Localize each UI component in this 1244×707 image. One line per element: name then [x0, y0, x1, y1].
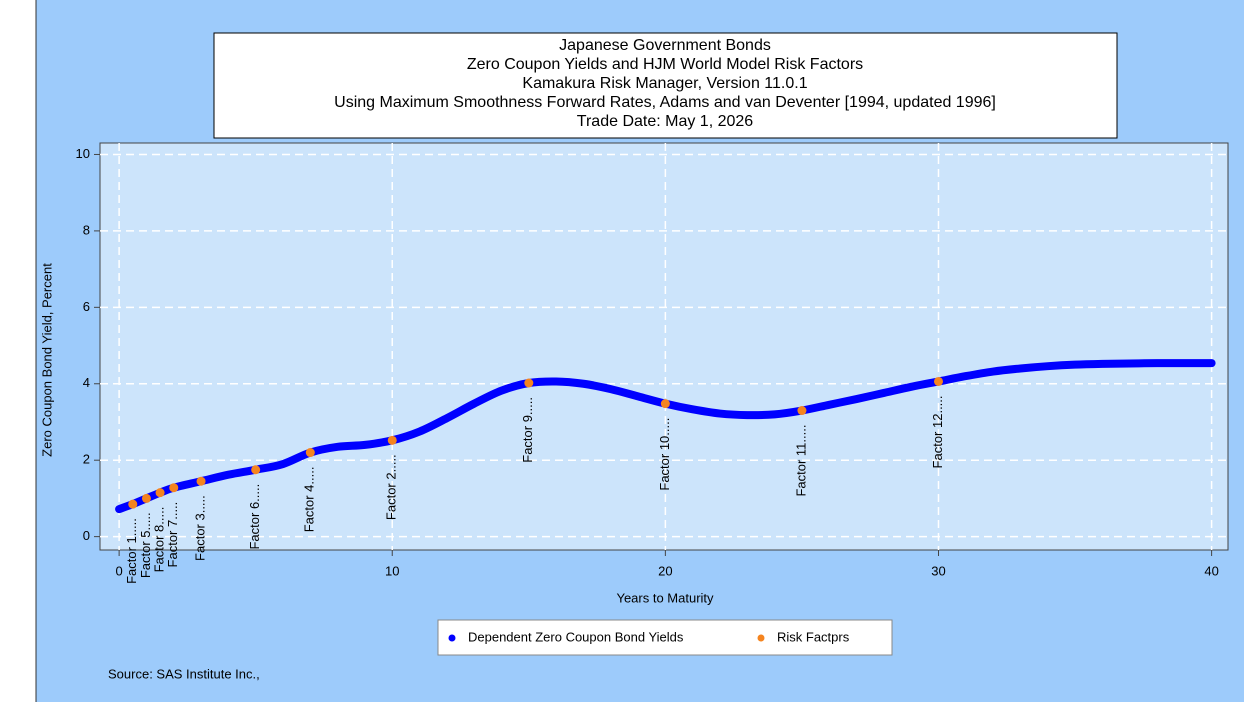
risk-factor-point — [797, 406, 807, 416]
risk-factor-point — [128, 499, 138, 509]
y-tick-label: 6 — [83, 299, 90, 314]
x-tick-label: 10 — [385, 563, 399, 578]
risk-factor-point — [155, 488, 165, 498]
chart-title: Using Maximum Smoothness Forward Rates, … — [334, 94, 996, 111]
chart-title: Trade Date: May 1, 2026 — [577, 113, 753, 130]
plot-layer: 0 10 20 30 40 0 2 4 6 8 10 Factor 1.....Factor 5...… — [76, 143, 1228, 584]
factor-label: Factor 7..... — [165, 502, 180, 568]
factor-label: Factor 5..... — [138, 512, 153, 578]
y-tick-label: 10 — [76, 146, 90, 161]
y-tick-label: 4 — [83, 375, 90, 390]
x-tick-label: 20 — [658, 563, 672, 578]
plot-area — [99, 142, 1229, 551]
risk-factor-point — [141, 493, 151, 503]
risk-factor-point — [524, 378, 534, 388]
y-axis-title: Zero Coupon Bond Yield, Percent — [39, 263, 54, 457]
chart-title: Kamakura Risk Manager, Version 11.0.1 — [522, 75, 807, 92]
risk-factor-point — [305, 448, 315, 458]
factor-label: Factor 11..... — [793, 425, 808, 497]
chart-title: Japanese Government Bonds — [559, 37, 771, 54]
x-tick-label: 30 — [931, 563, 945, 578]
factor-label: Factor 3..... — [192, 495, 207, 561]
source-note: Source: SAS Institute Inc., — [108, 666, 260, 681]
title-box — [213, 32, 1118, 139]
factor-label: Factor 9..... — [520, 397, 535, 463]
y-tick-label: 0 — [83, 528, 90, 543]
factor-label: Factor 2..... — [384, 454, 399, 520]
x-axis-title: Years to Maturity — [616, 590, 714, 605]
factor-label: Factor 8..... — [152, 507, 167, 573]
risk-factor-point — [933, 376, 943, 386]
legend-marker — [757, 634, 765, 642]
legend — [437, 619, 893, 656]
risk-factor-point — [169, 483, 179, 493]
risk-factor-point — [196, 476, 206, 486]
legend-label: Risk Factprs — [777, 629, 850, 644]
risk-factor-point — [251, 465, 261, 475]
y-tick-label: 8 — [83, 222, 90, 237]
factor-label: Factor 6..... — [247, 484, 262, 550]
factor-label: Factor 4..... — [302, 467, 317, 533]
legend-marker — [448, 634, 456, 642]
risk-factor-point — [387, 435, 397, 445]
risk-factor-point — [660, 399, 670, 409]
factor-label: Factor 12..... — [930, 395, 945, 468]
y-tick-label: 2 — [83, 452, 90, 467]
factor-label: Factor 10..... — [657, 418, 672, 491]
x-tick-label: 0 — [116, 563, 123, 578]
chart-title: Zero Coupon Yields and HJM World Model R… — [467, 56, 863, 73]
legend-label: Dependent Zero Coupon Bond Yields — [468, 629, 684, 644]
x-tick-label: 40 — [1204, 563, 1218, 578]
factor-label: Factor 1..... — [124, 518, 139, 584]
